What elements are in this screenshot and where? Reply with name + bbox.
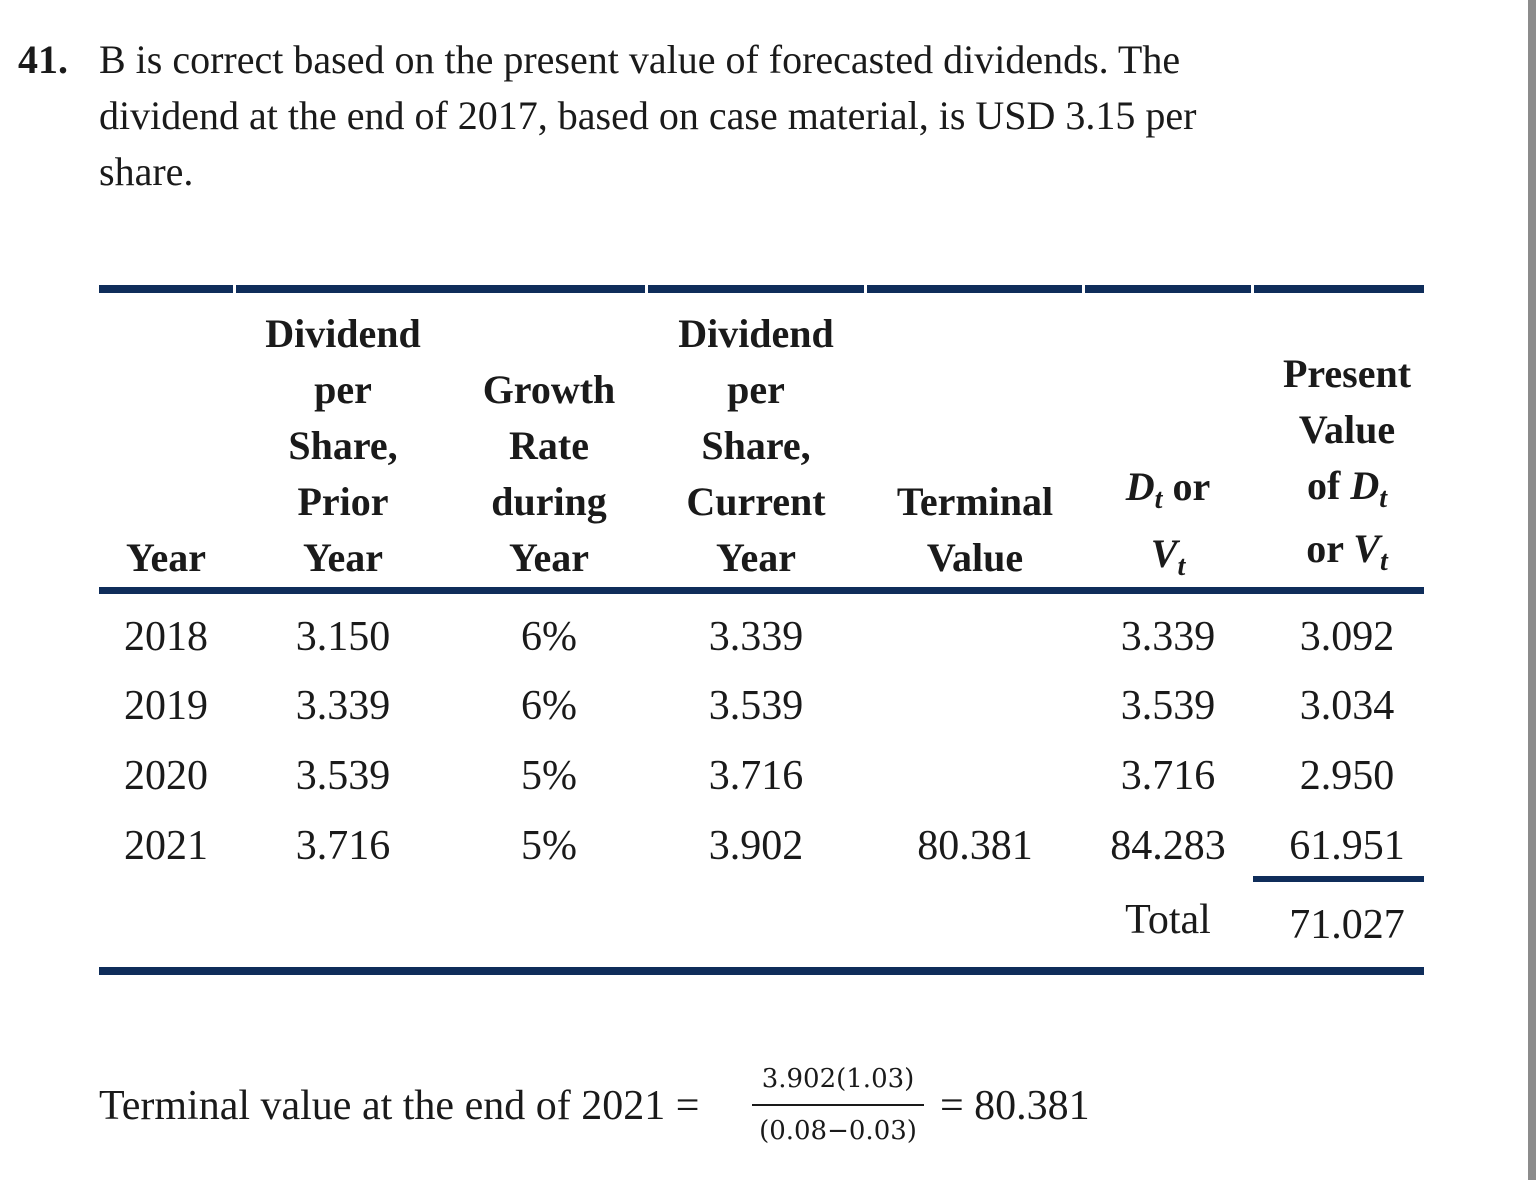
rule-gap [645, 285, 648, 293]
equation-numerator: 3.902(1.03) [761, 1064, 915, 1094]
cell-year: 2018 [124, 614, 208, 660]
rule-gap [1251, 285, 1254, 293]
cell-growth: 5% [521, 753, 577, 799]
cell-dividend-prior: 3.539 [295, 753, 391, 799]
cell-year: 2021 [124, 823, 208, 869]
question-line: dividend at the end of 2017, based on ca… [99, 93, 1197, 138]
cell-growth: 6% [521, 614, 577, 660]
cell-year: 2020 [124, 753, 208, 799]
total-value: 71.027 [1289, 902, 1405, 948]
header-growth-rate: Growth Rate during Year [482, 367, 616, 580]
total-label: Total [1125, 897, 1211, 943]
cell-dividend-current: 3.339 [708, 614, 804, 660]
cell-dividend-current: 3.902 [708, 823, 804, 869]
cell-dt-or-vt: 3.339 [1120, 614, 1216, 660]
cell-dt-or-vt: 3.539 [1120, 683, 1216, 729]
equation-fraction: 3.902(1.03) (0.08−0.03) [752, 1060, 924, 1150]
cell-dividend-prior: 3.716 [295, 823, 391, 869]
cell-dividend-current: 3.716 [708, 753, 804, 799]
rule-gap [864, 285, 867, 293]
table-top-rule [99, 285, 1424, 293]
header-terminal-value: Terminal Value [896, 479, 1054, 580]
question-number: 41. [18, 37, 68, 82]
cell-growth: 5% [521, 823, 577, 869]
cell-dividend-current: 3.539 [708, 683, 804, 729]
header-dividend-current: Dividend per Share, Current Year [678, 311, 834, 580]
question-line: B is correct based on the present value … [99, 37, 1181, 82]
header-present-value: Present Value of Dt or Vt [1282, 351, 1412, 577]
cell-growth: 6% [521, 683, 577, 729]
header-year: Year [126, 535, 206, 580]
page-edge [1528, 0, 1536, 1180]
cell-present-value: 3.034 [1299, 683, 1395, 729]
table-bottom-rule [99, 967, 1424, 975]
cell-dt-or-vt: 3.716 [1120, 753, 1216, 799]
table-header-rule [99, 587, 1424, 594]
cell-present-value: 2.950 [1299, 753, 1395, 799]
cell-dt-or-vt: 84.283 [1110, 823, 1226, 869]
cell-year: 2019 [124, 683, 208, 729]
total-rule [1253, 876, 1424, 882]
question-line: share. [99, 149, 194, 194]
rule-gap [1082, 285, 1085, 293]
equation-result: = 80.381 [940, 1083, 1090, 1129]
cell-dividend-prior: 3.339 [295, 683, 391, 729]
header-dividend-prior: Dividend per Share, Prior Year [265, 311, 421, 580]
fraction-bar [752, 1104, 924, 1106]
cell-terminal: 80.381 [917, 823, 1033, 869]
equation-label: Terminal value at the end of 2021 = [99, 1083, 700, 1129]
cell-present-value: 61.951 [1289, 823, 1405, 869]
cell-present-value: 3.092 [1299, 614, 1395, 660]
equation-denominator: (0.08−0.03) [759, 1116, 917, 1146]
cell-dividend-prior: 3.150 [295, 614, 391, 660]
rule-gap [233, 285, 236, 293]
header-dt-or-vt: Dt or Vt [1125, 464, 1211, 582]
question-text: B is correct based on the present value … [99, 32, 1399, 200]
